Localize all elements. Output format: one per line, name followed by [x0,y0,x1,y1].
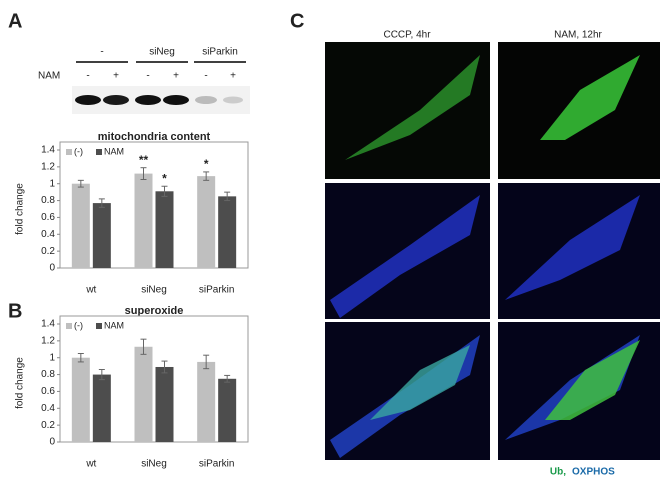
blot-lane-label: + [113,71,119,82]
legend-label: (-) [74,146,83,156]
y-tick-label: 1.4 [41,319,55,330]
panel-label: A [8,10,22,32]
x-tick-label: siParkin [199,285,235,296]
significance: * [204,157,209,171]
stain-label: Ub, [550,467,566,478]
blot-lane-label: - [146,71,149,82]
y-tick-label: 0.8 [41,369,55,380]
blot-lane-label: + [173,71,179,82]
image-column-label: NAM, 12hr [554,30,602,41]
legend-label: NAM [104,146,124,156]
bar [71,357,90,442]
legend-swatch [96,149,102,155]
legend-label: NAM [104,320,124,330]
y-tick-label: 1.2 [41,335,55,346]
plot-frame [59,141,249,269]
blot-lane-label: - [204,71,207,82]
panel-label: C [290,10,304,32]
y-tick-label: 0.4 [41,229,55,240]
blot-lane-label: - [86,71,89,82]
y-tick-label: 0.6 [41,386,55,397]
x-tick-label: wt [85,459,96,470]
y-tick-label: 1.4 [41,145,55,156]
y-axis-label: fold change [15,183,26,235]
y-tick-label: 0.2 [41,246,55,257]
panel-label: B [8,300,22,322]
bar [134,346,153,442]
y-tick-label: 0 [49,263,55,274]
plot-frame [59,315,249,443]
y-tick-label: 1.2 [41,161,55,172]
micrographs [325,42,660,460]
bar [218,196,237,268]
bar [218,378,237,442]
bar [197,176,216,268]
x-tick-label: wt [85,285,96,296]
y-tick-label: 0.4 [41,403,55,414]
x-tick-label: siNeg [141,285,167,296]
blot-lane-label: + [230,71,236,82]
y-tick-label: 0.6 [41,212,55,223]
significance: ** [139,153,149,167]
y-tick-label: 1 [49,352,55,363]
blot-image [72,86,250,114]
chart-title: mitochondria content [98,131,211,143]
chart-title: superoxide [125,305,184,317]
blot-group-label: siNeg [149,47,175,58]
legend-swatch [96,323,102,329]
significance: * [162,171,167,185]
bar [134,173,153,268]
y-axis-label: fold change [15,357,26,409]
bar [92,203,111,268]
bar [155,191,174,268]
x-tick-label: siNeg [141,459,167,470]
y-tick-label: 0.8 [41,195,55,206]
legend-label: (-) [74,320,83,330]
blot-group-label: siParkin [202,47,238,58]
blot-row-label: NAM [38,71,60,82]
blot-group-label: - [100,47,103,58]
bar [71,183,90,268]
stain-label: OXPHOS [572,467,615,478]
y-tick-label: 0.2 [41,420,55,431]
y-tick-label: 1 [49,178,55,189]
image-column-label: CCCP, 4hr [383,30,431,41]
legend-swatch [66,323,72,329]
x-tick-label: siParkin [199,459,235,470]
bar [197,361,216,442]
legend-swatch [66,149,72,155]
y-tick-label: 0 [49,437,55,448]
bar [155,366,174,442]
bar [92,374,111,442]
